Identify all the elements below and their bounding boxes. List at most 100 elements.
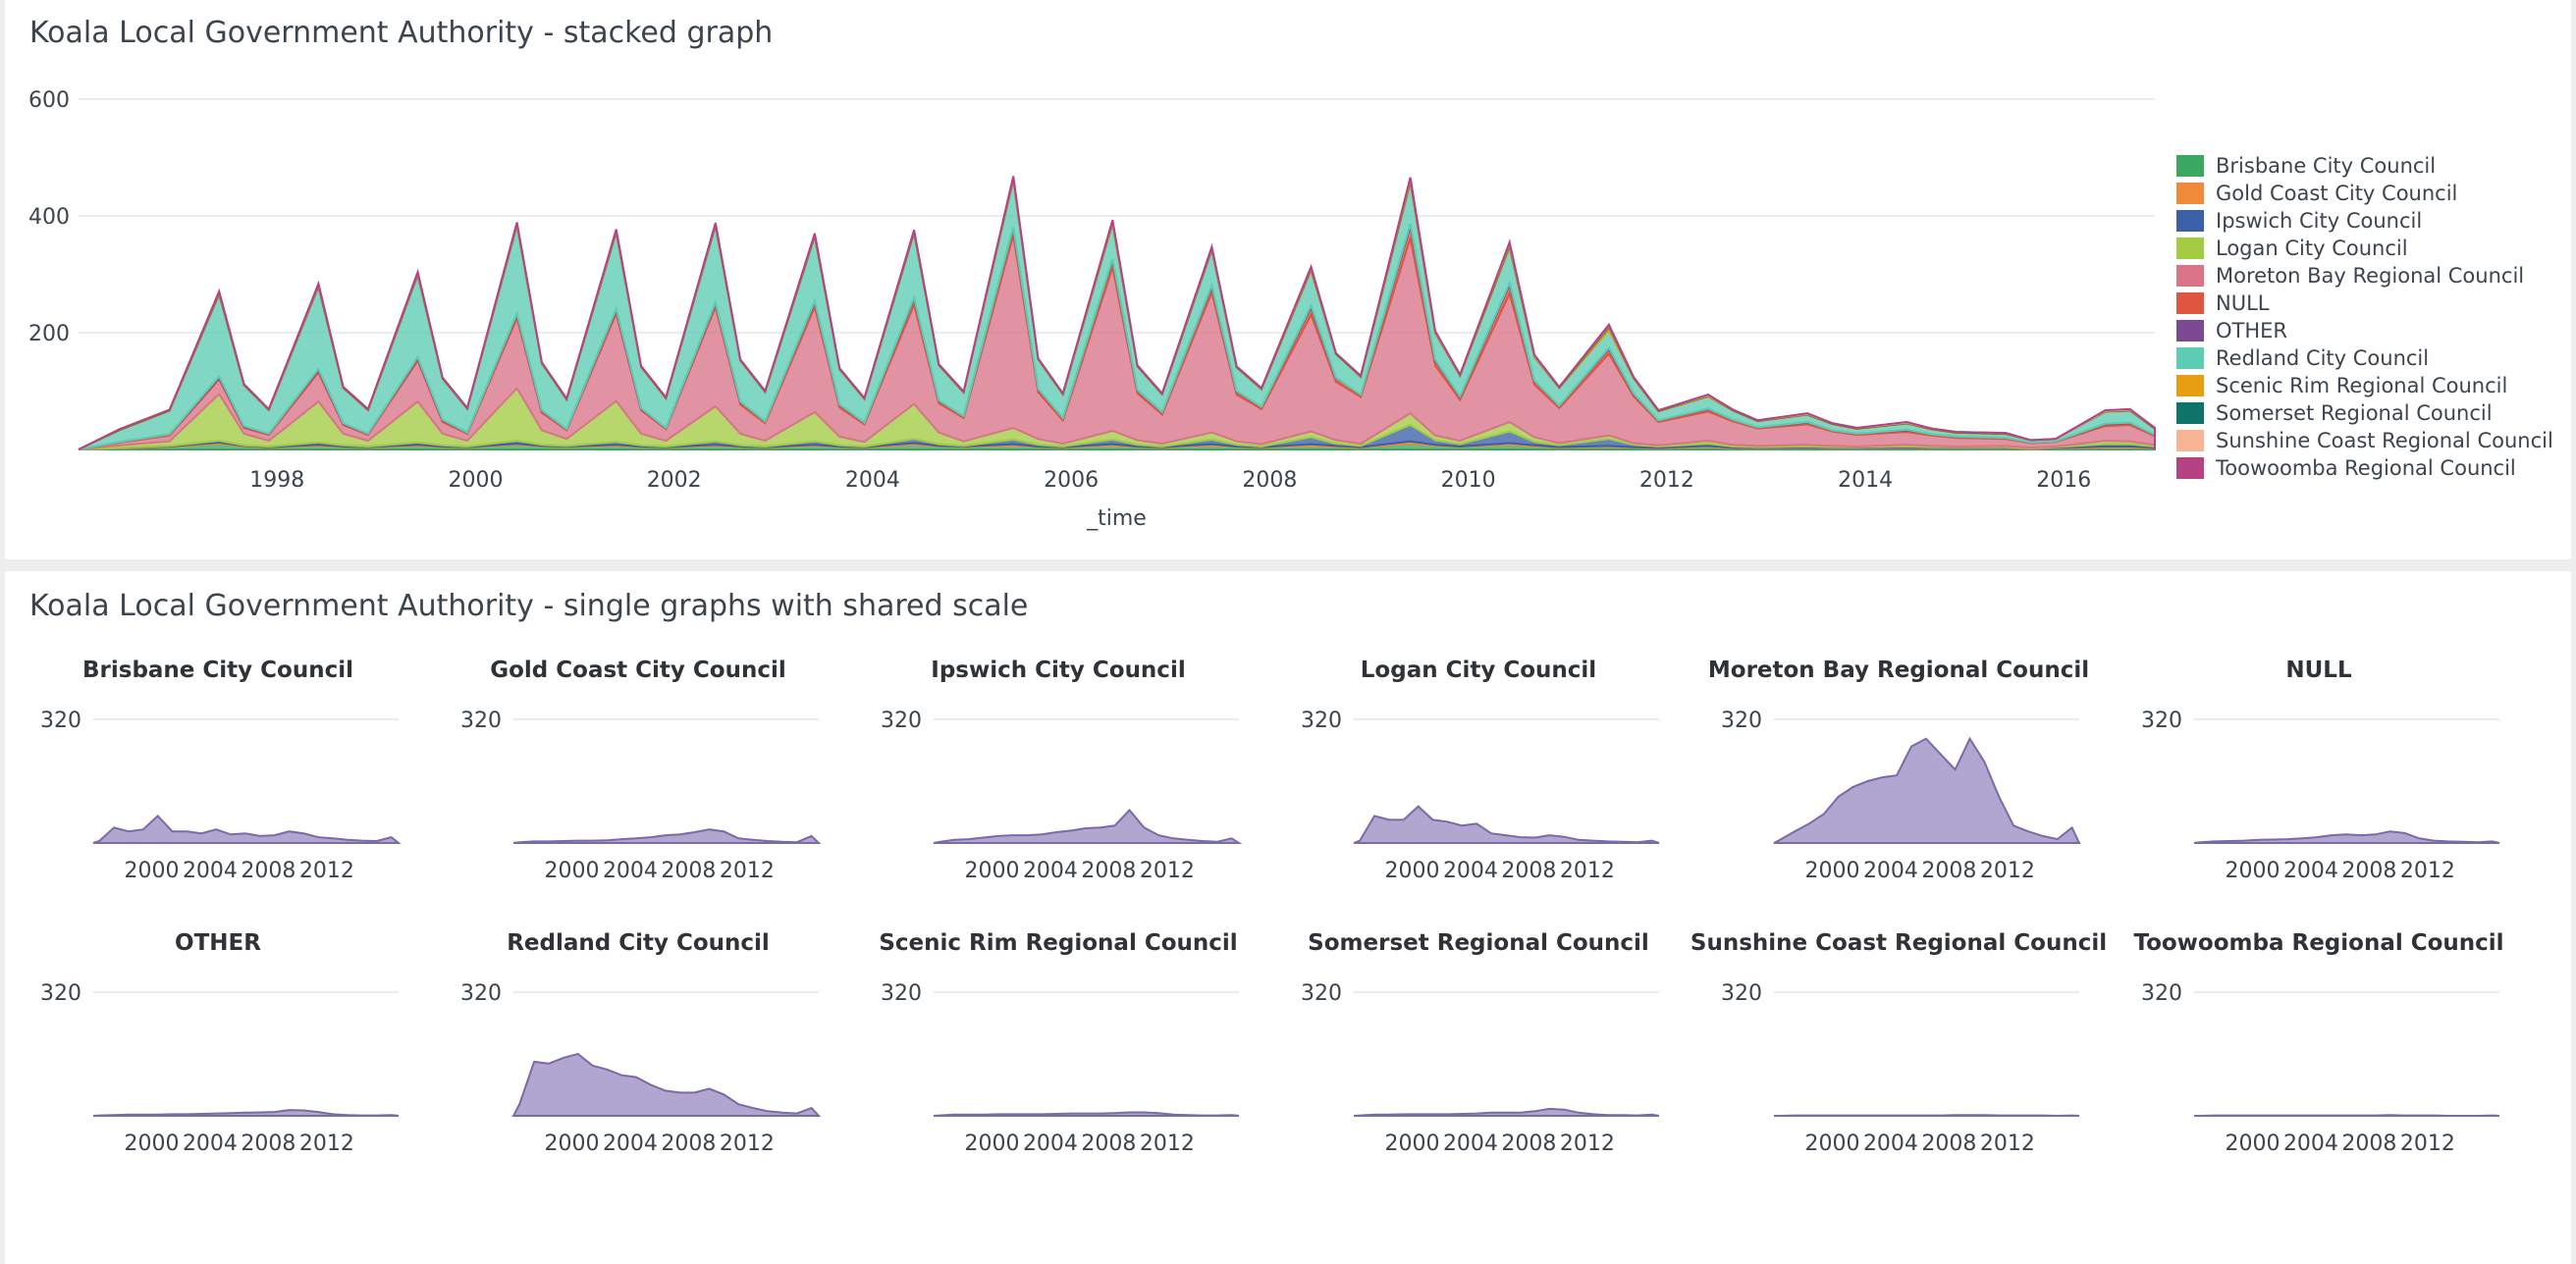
small-multiple-area[interactable] (1353, 1107, 1660, 1117)
small-multiple-area[interactable] (933, 808, 1243, 844)
x-tick-label: 2008 (1921, 1132, 1976, 1156)
small-multiple-chart: 320 2000 2004 2008 2012 (40, 709, 402, 883)
x-tick-label: 2008 (241, 859, 295, 883)
x-tick-label: 2012 (1140, 1132, 1195, 1156)
small-multiple-title: OTHER (175, 930, 261, 956)
x-tick-label: 2008 (1081, 1132, 1136, 1156)
small-multiple-chart: 320 2000 2004 2008 2012 (2141, 981, 2500, 1156)
x-tick-label: 2000 (544, 859, 599, 883)
x-tick-label: 2000 (448, 468, 503, 493)
small-multiple-chart: 320 2000 2004 2008 2012 (1301, 709, 1660, 883)
legend-swatch (2176, 292, 2204, 314)
x-tick-label: 2004 (1023, 1132, 1078, 1156)
x-tick-label: 2008 (1081, 859, 1136, 883)
x-tick-label: 2012 (1140, 859, 1195, 883)
small-multiple-title: NULL (2285, 658, 2352, 683)
x-tick-label: 2014 (1838, 468, 1893, 493)
x-tick-label: 2004 (603, 859, 658, 883)
x-tick-label: 2004 (1443, 1132, 1498, 1156)
small-multiple-area[interactable] (1353, 805, 1660, 844)
x-tick-label: 2000 (1804, 1132, 1859, 1156)
small-multiple-title: Gold Coast City Council (490, 658, 786, 683)
y-tick-label: 320 (2141, 981, 2182, 1006)
x-tick-label: 2012 (720, 859, 775, 883)
x-tick-label: 2000 (544, 1132, 599, 1156)
legend-swatch (2176, 237, 2204, 259)
x-tick-label: 2004 (183, 859, 238, 883)
legend-item[interactable]: Gold Coast City Council (2176, 180, 2553, 207)
small-multiple-title: Scenic Rim Regional Council (879, 930, 1238, 956)
chart-legend: Brisbane City Council Gold Coast City Cou… (2176, 152, 2553, 482)
legend-label: OTHER (2216, 319, 2288, 342)
small-multiples-panel: Koala Local Government Authority - singl… (5, 571, 2571, 1264)
small-multiple-chart: 320 2000 2004 2008 2012 (881, 981, 1240, 1156)
y-tick-label: 320 (40, 709, 81, 733)
x-tick-label: 2004 (603, 1132, 658, 1156)
y-tick-label: 320 (1301, 709, 1342, 733)
x-tick-label: 2012 (299, 859, 354, 883)
y-tick-label: 320 (881, 981, 922, 1006)
small-multiple-area[interactable] (512, 828, 822, 844)
small-multiple-area[interactable] (1773, 736, 2081, 844)
small-multiple-area[interactable] (2193, 830, 2500, 844)
x-tick-label: 2000 (2225, 1132, 2280, 1156)
x-tick-label: 2000 (964, 859, 1019, 883)
x-tick-label: 2012 (1639, 468, 1694, 493)
stacked-graph-title: Koala Local Government Authority - stack… (29, 16, 774, 50)
y-tick-label: 600 (28, 88, 70, 113)
legend-label: Gold Coast City Council (2216, 182, 2458, 205)
small-multiple-chart: 320 2000 2004 2008 2012 (460, 981, 822, 1156)
y-tick-label: 320 (40, 981, 81, 1006)
legend-item[interactable]: NULL (2176, 290, 2553, 317)
legend-item[interactable]: Brisbane City Council (2176, 152, 2553, 180)
legend-label: Somerset Regional Council (2216, 401, 2493, 425)
y-tick-label: 320 (1721, 709, 1762, 733)
small-multiple-chart: 320 2000 2004 2008 2012 (1721, 981, 2080, 1156)
legend-swatch (2176, 402, 2204, 424)
legend-item[interactable]: Sunshine Coast Regional Council (2176, 427, 2553, 454)
legend-swatch (2176, 430, 2204, 451)
x-tick-label: 2008 (1921, 859, 1976, 883)
small-multiple-title: Sunshine Coast Regional Council (1690, 930, 2108, 956)
x-tick-label: 2004 (1863, 1132, 1918, 1156)
legend-item[interactable]: OTHER (2176, 317, 2553, 344)
small-multiple-chart: 320 2000 2004 2008 2012 (1301, 981, 1660, 1156)
small-multiple-title: Logan City Council (1360, 658, 1597, 683)
legend-item[interactable]: Redland City Council (2176, 344, 2553, 372)
y-tick-label: 400 (28, 205, 70, 230)
legend-swatch (2176, 183, 2204, 204)
legend-item[interactable]: Toowoomba Regional Council (2176, 454, 2553, 482)
legend-item[interactable]: Logan City Council (2176, 235, 2553, 262)
y-tick-label: 320 (881, 709, 922, 733)
x-axis-label: _time (1086, 506, 1147, 531)
x-tick-label: 2004 (1443, 859, 1498, 883)
x-tick-label: 2004 (845, 468, 900, 493)
small-multiple-title: Brisbane City Council (82, 658, 353, 683)
y-tick-label: 320 (460, 981, 502, 1006)
small-multiple-area[interactable] (92, 814, 402, 844)
legend-label: Toowoomba Regional Council (2216, 456, 2516, 480)
legend-item[interactable]: Moreton Bay Regional Council (2176, 262, 2553, 290)
x-tick-label: 2012 (1560, 1132, 1615, 1156)
small-multiple-area[interactable] (511, 1052, 822, 1117)
x-tick-label: 2008 (1501, 1132, 1556, 1156)
legend-item[interactable]: Scenic Rim Regional Council (2176, 372, 2553, 399)
legend-item[interactable]: Somerset Regional Council (2176, 399, 2553, 427)
x-tick-label: 2008 (1501, 859, 1556, 883)
x-tick-label: 2008 (241, 1132, 295, 1156)
x-tick-label: 2012 (720, 1132, 775, 1156)
legend-item[interactable]: Ipswich City Council (2176, 207, 2553, 235)
x-tick-label: 2008 (661, 1132, 716, 1156)
x-tick-label: 2008 (661, 859, 716, 883)
series-area-11[interactable] (78, 176, 2156, 450)
y-tick-label: 320 (1721, 981, 1762, 1006)
small-multiple-title: Moreton Bay Regional Council (1707, 658, 2090, 683)
x-tick-label: 2012 (1980, 1132, 2035, 1156)
x-tick-label: 2000 (1384, 1132, 1439, 1156)
x-tick-label: 2000 (1804, 859, 1859, 883)
legend-swatch (2176, 457, 2204, 479)
x-tick-label: 2004 (1023, 859, 1078, 883)
y-tick-label: 320 (460, 709, 502, 733)
x-tick-label: 2004 (1863, 859, 1918, 883)
small-multiples-title: Koala Local Government Authority - singl… (29, 589, 1029, 623)
